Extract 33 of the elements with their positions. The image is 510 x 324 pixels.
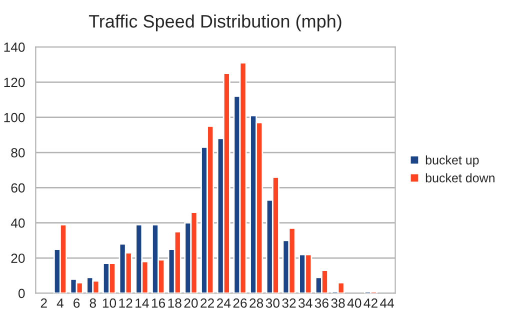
x-tick-label: 42: [364, 298, 378, 308]
x-tick-label: 10: [102, 298, 116, 308]
y-tick-label: 40: [10, 218, 25, 228]
x-tick-label: 28: [250, 298, 264, 308]
y-tick-label: 100: [4, 112, 25, 122]
y-tick-label: 120: [4, 78, 25, 88]
x-tick-label: 14: [136, 298, 149, 308]
x-tick-label: 16: [152, 298, 166, 308]
legend-label: bucket up: [426, 155, 479, 167]
x-tick-label: 36: [314, 298, 328, 308]
x-tick-label: 22: [200, 298, 214, 308]
x-tick-label: 8: [90, 298, 96, 308]
x-tick-label: 18: [168, 298, 182, 308]
x-tick-label: 2: [40, 298, 47, 308]
x-tick-label: 4: [56, 298, 64, 308]
y-tick-label: 0: [18, 288, 25, 298]
x-tick-label: 24: [216, 298, 231, 308]
x-tick-label: 30: [266, 298, 280, 308]
x-tick-label: 6: [74, 298, 80, 308]
x-tick-label: 26: [233, 298, 247, 308]
y-tick-label: 80: [11, 148, 25, 158]
y-tick-label: 60: [11, 183, 25, 193]
legend-label: bucket down: [426, 173, 494, 182]
y-tick-label: 20: [11, 254, 25, 263]
chart-title: Traffic Speed Distribution (mph): [88, 14, 342, 32]
x-tick-label: 44: [380, 298, 394, 308]
x-tick-label: 20: [184, 298, 198, 308]
y-tick-label: 140: [4, 42, 25, 52]
x-tick-label: 34: [298, 298, 312, 308]
x-tick-label: 40: [347, 298, 362, 308]
x-tick-label: 32: [282, 298, 296, 308]
x-tick-label: 12: [119, 298, 132, 308]
x-tick-label: 38: [331, 298, 345, 308]
